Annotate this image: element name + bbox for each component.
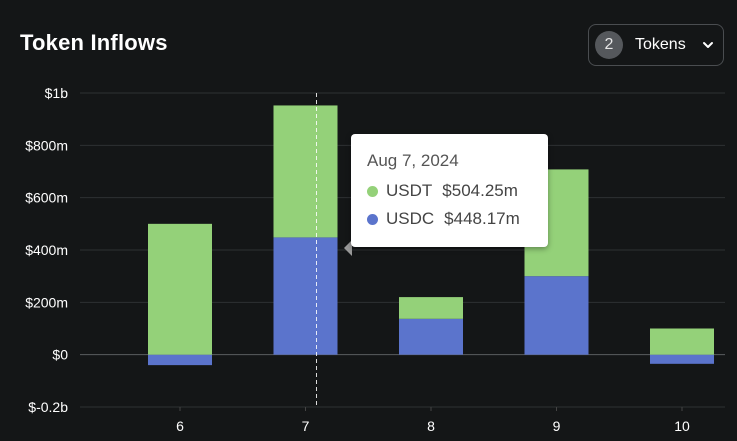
tooltip-series-value: $448.17m (444, 209, 520, 228)
chart-tooltip: Aug 7, 2024 USDT $504.25m USDC $448.17m (351, 134, 548, 247)
x-tick-label: 9 (553, 418, 561, 434)
y-tick-label: $0 (52, 347, 68, 363)
tooltip-row-usdt: USDT $504.25m (367, 177, 548, 205)
tooltip-pointer (344, 240, 352, 256)
chevron-down-icon (703, 42, 713, 48)
y-tick-label: $800m (25, 137, 68, 153)
token-selector-button[interactable]: 2 Tokens (588, 24, 724, 66)
x-tick-label: 8 (427, 418, 435, 434)
usdc-legend-dot (367, 213, 378, 225)
bar-usdc-7 (273, 237, 338, 355)
tooltip-series-name: USDT (386, 181, 433, 200)
tooltip-date: Aug 7, 2024 (367, 151, 459, 170)
y-tick-label: $200m (25, 294, 68, 310)
usdt-legend-dot (367, 185, 378, 197)
x-tick-label: 10 (674, 418, 690, 434)
bar-usdc-9 (524, 276, 589, 355)
bar-usdc-8 (399, 318, 463, 355)
bar-usdc-10 (650, 354, 714, 364)
tooltip-row-usdc: USDC $448.17m (367, 205, 548, 233)
token-selector-label: Tokens (635, 36, 686, 53)
y-tick-label: $400m (25, 242, 68, 258)
bar-usdt-6 (148, 223, 212, 355)
y-tick-label: $-0.2b (28, 399, 68, 415)
tooltip-series-value: $504.25m (442, 181, 518, 200)
x-tick-label: 6 (176, 418, 184, 434)
bar-usdt-8 (399, 297, 463, 319)
bar-usdt-7 (273, 105, 338, 238)
tooltip-series-name: USDC (386, 209, 435, 228)
chart-title: Token Inflows (20, 30, 168, 55)
y-tick-label: $1b (45, 85, 69, 101)
x-tick-label: 7 (302, 418, 310, 434)
bar-usdt-10 (650, 328, 714, 355)
token-count-badge: 2 (595, 31, 623, 59)
y-tick-label: $600m (25, 190, 68, 206)
bar-usdc-6 (148, 354, 212, 366)
